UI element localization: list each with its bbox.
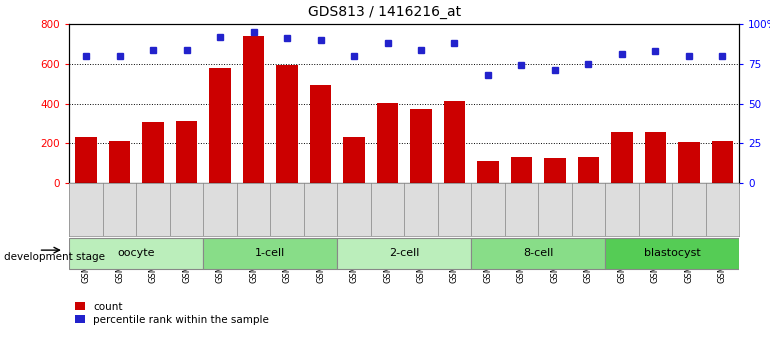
- Text: blastocyst: blastocyst: [644, 248, 701, 258]
- FancyBboxPatch shape: [605, 238, 739, 269]
- Bar: [109, 141, 130, 183]
- Bar: [343, 137, 365, 183]
- Bar: [578, 157, 599, 183]
- Bar: [276, 65, 298, 183]
- Text: development stage: development stage: [4, 252, 105, 262]
- Text: oocyte: oocyte: [118, 248, 155, 258]
- Text: GDS813 / 1416216_at: GDS813 / 1416216_at: [309, 5, 461, 19]
- FancyBboxPatch shape: [337, 238, 471, 269]
- Text: 8-cell: 8-cell: [523, 248, 554, 258]
- Bar: [511, 157, 532, 183]
- Bar: [310, 85, 331, 183]
- Text: 1-cell: 1-cell: [255, 248, 286, 258]
- FancyBboxPatch shape: [471, 238, 605, 269]
- Legend: count, percentile rank within the sample: count, percentile rank within the sample: [75, 302, 270, 325]
- Bar: [611, 132, 633, 183]
- Bar: [544, 158, 566, 183]
- Bar: [377, 102, 398, 183]
- Text: 2-cell: 2-cell: [389, 248, 420, 258]
- Bar: [644, 132, 666, 183]
- Bar: [678, 142, 700, 183]
- Bar: [477, 161, 499, 183]
- Bar: [142, 122, 164, 183]
- Bar: [410, 109, 432, 183]
- Bar: [176, 121, 197, 183]
- FancyBboxPatch shape: [69, 238, 203, 269]
- Bar: [243, 36, 264, 183]
- Bar: [711, 141, 733, 183]
- Bar: [444, 100, 465, 183]
- Bar: [75, 137, 97, 183]
- Bar: [209, 68, 231, 183]
- FancyBboxPatch shape: [203, 238, 337, 269]
